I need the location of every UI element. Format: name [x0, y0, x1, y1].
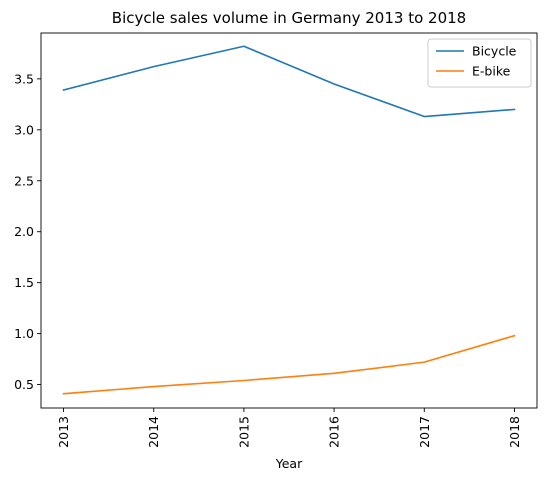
y-tick-label: 2.5 — [14, 173, 34, 188]
plot-area — [40, 32, 538, 409]
x-tick-label: 2016 — [327, 416, 342, 448]
x-axis: 2013 2014 2015 2016 2017 2018 — [56, 408, 522, 448]
y-tick-label: 3.5 — [14, 71, 34, 86]
x-tick-label: 2018 — [507, 416, 522, 448]
y-tick-label: 1.0 — [14, 326, 34, 341]
legend: Bicycle E-bike — [427, 38, 532, 88]
y-tick-label: 1.5 — [14, 275, 34, 290]
legend-label: Bicycle — [472, 44, 517, 59]
legend-label: E-bike — [472, 64, 511, 79]
x-tick-label: 2017 — [417, 416, 432, 448]
x-tick-label: 2013 — [56, 416, 71, 448]
y-tick-label: 3.0 — [14, 122, 34, 137]
x-tick-label: 2015 — [236, 416, 251, 448]
x-tick-label: 2014 — [146, 416, 161, 448]
plot-frame — [40, 32, 538, 409]
y-tick-label: 0.5 — [14, 377, 34, 392]
series-line-bicycle — [62, 45, 516, 118]
y-tick-label: 2.0 — [14, 224, 34, 239]
series-line-e-bike — [62, 334, 516, 395]
x-axis-label: Year — [275, 456, 303, 471]
chart-title: Bicycle sales volume in Germany 2013 to … — [112, 9, 466, 27]
y-axis: 0.5 1.0 1.5 2.0 2.5 3.0 3.5 — [14, 71, 41, 392]
